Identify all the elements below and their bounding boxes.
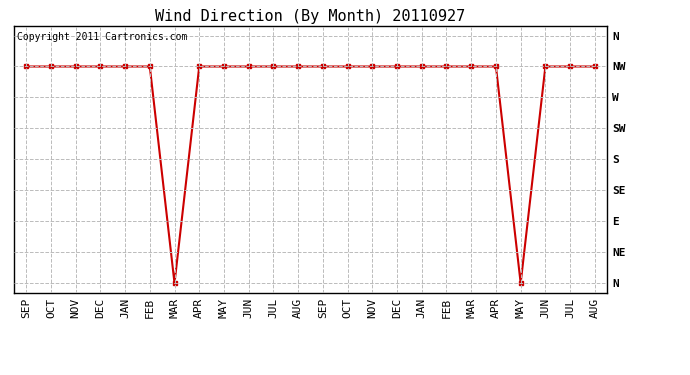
- Text: Copyright 2011 Cartronics.com: Copyright 2011 Cartronics.com: [17, 32, 187, 42]
- Title: Wind Direction (By Month) 20110927: Wind Direction (By Month) 20110927: [155, 9, 466, 24]
